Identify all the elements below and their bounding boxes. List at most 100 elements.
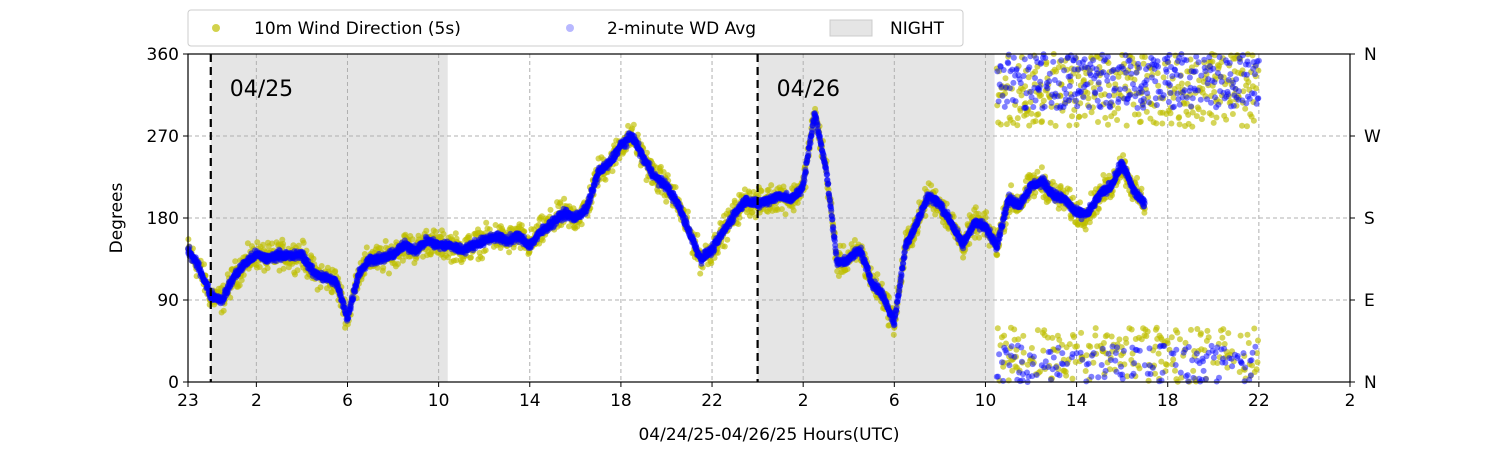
- data-point-wind-5s-2884: [1244, 331, 1251, 338]
- data-point-wind-5s-960: [578, 221, 585, 228]
- data-point-wind-5s-2379: [1014, 122, 1021, 129]
- data-point-wind-5s-2513: [1075, 73, 1082, 80]
- data-point-wind-5s-2773: [1193, 113, 1200, 120]
- data-point-wind-5s-2411: [1028, 345, 1035, 351]
- data-point-wind-5s-2656: [1140, 60, 1147, 67]
- data-point-wind-5s-2869: [1237, 332, 1244, 339]
- data-point-wind-5s-2782: [1198, 330, 1204, 337]
- data-point-wind-5s-1189: [672, 184, 679, 191]
- data-point-wind-5s-2066: [1032, 189, 1039, 196]
- data-point-wind-5s-2618: [1123, 339, 1130, 346]
- data-point-wind-5s-1342: [735, 221, 742, 227]
- data-point-wind-5s-2405: [1026, 122, 1033, 129]
- data-point-wind-5s-2388: [1018, 92, 1025, 99]
- data-point-wind-5s-232: [280, 240, 287, 247]
- data-point-wind-5s-1422: [768, 182, 775, 189]
- data-point-wind-5s-2500: [1069, 375, 1076, 382]
- data-point-wind-5s-39: [201, 261, 207, 268]
- data-point-wind-5s-2687: [1154, 70, 1161, 77]
- data-point-wind-5s-2452: [1047, 119, 1054, 126]
- data-point-wind-5s-2503: [1070, 334, 1077, 340]
- data-point-wind-5s-2463: [1052, 122, 1059, 129]
- data-point-wind-5s-2404: [1025, 74, 1032, 81]
- data-point-wind-5s-2645: [1135, 111, 1142, 118]
- data-point-wind-5s-1309: [721, 243, 728, 250]
- data-point-wind-5s-2082: [1038, 164, 1045, 171]
- data-point-wind-5s-2591: [1111, 92, 1117, 99]
- data-point-wd-avg-1648: [635, 140, 642, 147]
- data-point-wind-5s-2419: [1032, 118, 1039, 125]
- data-point-wind-5s-233: [280, 265, 287, 272]
- data-point-wind-5s-604: [432, 228, 439, 235]
- data-point-wind-5s-2510: [1074, 343, 1080, 350]
- data-point-wd-avg-5: [186, 243, 193, 250]
- data-point-wind-5s-2158: [1070, 194, 1076, 201]
- data-point-wind-5s-2837: [1223, 116, 1230, 123]
- data-point-wind-5s-2886: [1245, 79, 1252, 85]
- data-point-wind-5s-2393: [1020, 349, 1027, 356]
- data-point-wind-5s-2535: [1085, 95, 1092, 102]
- data-point-wind-5s-282: [300, 239, 307, 246]
- data-point-wind-5s-1242: [694, 231, 701, 238]
- data-point-wind-5s-2887: [1245, 340, 1252, 346]
- data-point-wind-5s-2763: [1189, 123, 1196, 130]
- data-point-wind-5s-2456: [1049, 334, 1056, 341]
- data-point-wind-5s-2689: [1155, 350, 1162, 357]
- data-point-wind-5s-2533: [1084, 90, 1091, 96]
- data-point-wind-5s-2707: [1163, 361, 1170, 368]
- data-point-wind-5s-2725: [1172, 367, 1178, 374]
- data-point-wind-5s-2343: [997, 121, 1004, 128]
- data-point-wind-5s-2438: [1041, 327, 1048, 334]
- data-point-wind-5s-512: [395, 261, 401, 267]
- data-point-wind-5s-2662: [1143, 333, 1150, 340]
- data-point-wind-5s-2586: [1108, 333, 1115, 340]
- data-point-wind-5s-1315: [724, 236, 731, 243]
- data-point-wind-5s-2280: [1120, 152, 1127, 159]
- data-point-wind-5s-2529: [1082, 368, 1089, 374]
- data-point-wind-5s-2663: [1143, 108, 1150, 115]
- data-point-wind-5s-2436: [1040, 347, 1047, 354]
- data-point-wind-5s-2682: [1152, 343, 1159, 350]
- data-point-wind-5s-2736: [1177, 336, 1183, 343]
- data-point-wind-5s-1087: [630, 121, 637, 128]
- data-point-wind-5s-581: [423, 227, 430, 234]
- data-point-wind-5s-1487: [794, 199, 801, 206]
- data-point-wind-5s-865: [539, 237, 546, 244]
- data-point-wind-5s-2546: [1090, 359, 1097, 366]
- data-point-wind-5s-1626: [851, 237, 858, 243]
- data-point-wind-5s-2418: [1032, 68, 1039, 75]
- data-point-wind-5s-194: [264, 265, 271, 272]
- data-point-wind-5s-2787: [1200, 109, 1207, 116]
- data-point-wind-5s-267: [294, 267, 301, 274]
- data-point-wind-5s-2842: [1225, 330, 1232, 337]
- data-point-wind-5s-2531: [1083, 352, 1090, 359]
- data-point-wind-5s-1166: [663, 198, 670, 205]
- data-point-wind-5s-1276: [708, 260, 715, 267]
- data-point-wind-5s-2811: [1211, 89, 1218, 95]
- data-point-wind-5s-2410: [1028, 110, 1035, 117]
- data-point-wind-5s-1477: [790, 207, 797, 214]
- data-point-wind-5s-2353: [1002, 75, 1009, 82]
- data-point-wind-5s-1721: [890, 331, 897, 338]
- data-point-wind-5s-2396: [1022, 83, 1029, 90]
- data-point-wind-5s-2425: [1035, 111, 1042, 118]
- data-point-wind-5s-126: [236, 282, 243, 289]
- data-point-wind-5s-431: [361, 251, 368, 257]
- data-point-wind-5s-2128: [1057, 183, 1064, 189]
- data-point-wind-5s-2150: [1066, 186, 1073, 193]
- data-point-wind-5s-1398: [758, 188, 765, 195]
- data-point-wd-avg-605: [350, 294, 357, 301]
- data-point-wind-5s-1919: [972, 234, 978, 241]
- data-point-wind-5s-175: [256, 264, 263, 270]
- data-point-wind-5s-2681: [1152, 370, 1158, 377]
- data-point-wind-5s-917: [561, 195, 568, 202]
- data-point-wind-5s-727: [483, 219, 490, 226]
- data-point-wind-5s-2446: [1044, 334, 1051, 341]
- data-point-wind-5s-87: [220, 307, 227, 314]
- data-point-wind-5s-654: [453, 257, 460, 264]
- data-point-wind-5s-2437: [1040, 97, 1047, 104]
- data-point-wind-5s-2556: [1095, 119, 1101, 125]
- data-point-wind-5s-2600: [1115, 105, 1122, 112]
- data-point-wind-5s-2572: [1102, 114, 1109, 121]
